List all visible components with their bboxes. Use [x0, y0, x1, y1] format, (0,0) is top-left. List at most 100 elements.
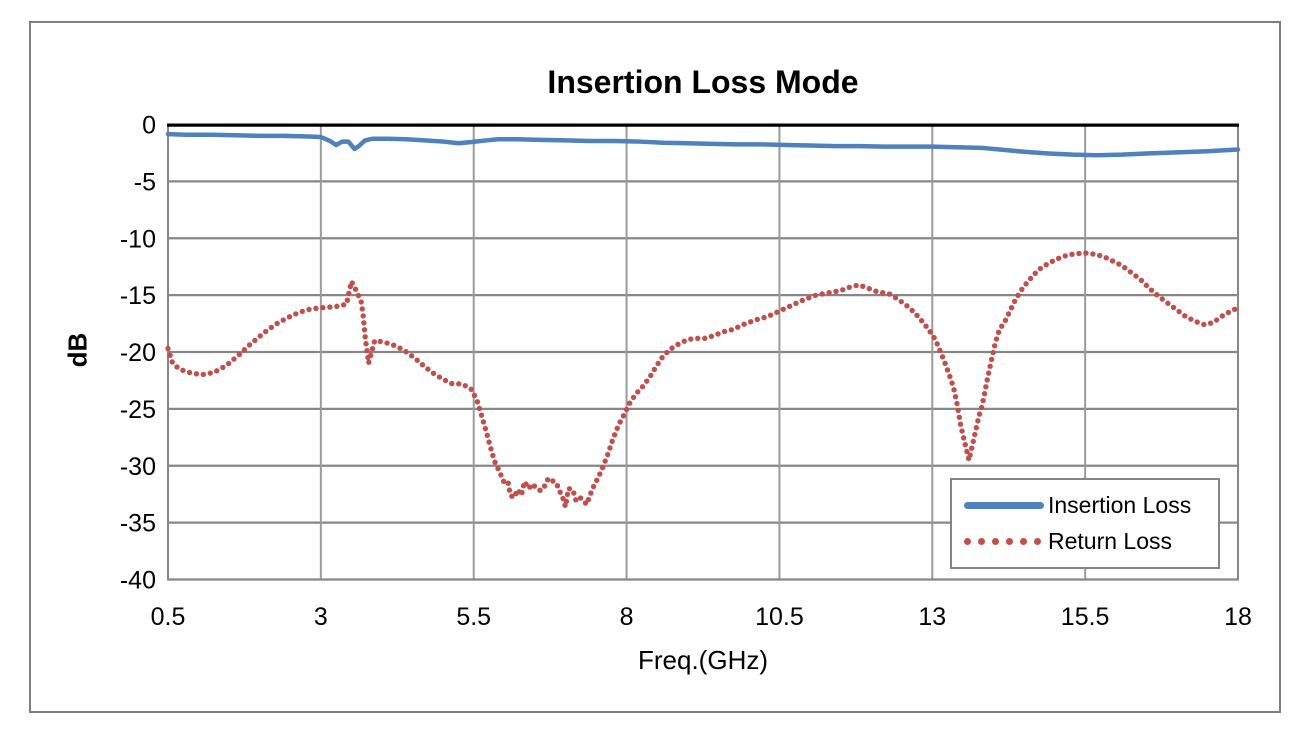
- return-loss-dot: [554, 483, 561, 489]
- insertion-loss-line-swatch: [964, 501, 1044, 509]
- return-loss-dot: [1219, 313, 1226, 319]
- return-loss-dot: [721, 328, 728, 335]
- return-loss-dot: [268, 324, 275, 331]
- return-loss-dot: [571, 490, 577, 496]
- return-loss-dot: [990, 349, 996, 356]
- y-tick-label: -30: [120, 453, 156, 481]
- return-loss-dot: [741, 321, 747, 327]
- return-loss-dot: [564, 491, 571, 498]
- return-loss-dot: [980, 397, 986, 404]
- return-loss-dot: [754, 316, 760, 323]
- return-loss-dot: [1062, 253, 1068, 259]
- return-loss-dot: [927, 329, 933, 335]
- return-loss-dot: [566, 486, 573, 492]
- return-loss-dot: [1176, 308, 1182, 315]
- return-loss-dot: [904, 303, 910, 309]
- return-loss-dot: [442, 377, 449, 384]
- y-tick-label: 0: [142, 112, 156, 140]
- return-loss-dot: [866, 286, 873, 292]
- return-loss-dot: [973, 425, 980, 431]
- return-loss-dot: [981, 391, 988, 397]
- return-loss-dot: [531, 483, 538, 489]
- x-axis-title: Freq.(GHz): [638, 645, 768, 675]
- return-loss-dot: [681, 338, 687, 344]
- return-loss-dot: [1170, 304, 1177, 311]
- return-loss-dot: [826, 290, 832, 296]
- return-loss-dot: [934, 341, 940, 347]
- legend-dot: [978, 538, 985, 546]
- return-loss-dot: [644, 378, 650, 384]
- return-loss-dot: [648, 372, 654, 379]
- return-loss-dot: [1207, 320, 1214, 326]
- return-loss-dot: [1055, 255, 1062, 262]
- return-loss-dot: [484, 432, 490, 439]
- return-loss-dot: [954, 400, 960, 407]
- return-loss-dot: [366, 359, 372, 365]
- return-loss-dot: [833, 288, 839, 295]
- return-loss-dot: [361, 320, 367, 326]
- return-loss-dot: [675, 341, 681, 348]
- return-loss-dot: [860, 283, 866, 290]
- return-loss-dot: [419, 362, 426, 368]
- return-loss-dot: [1032, 270, 1038, 276]
- return-loss-dot: [361, 327, 368, 333]
- return-loss-dot: [225, 360, 232, 367]
- return-loss-dot: [1015, 292, 1021, 299]
- return-loss-dot: [313, 305, 319, 312]
- return-loss-dot: [355, 292, 362, 299]
- return-loss-dot: [892, 295, 899, 301]
- return-loss-dot: [967, 452, 973, 458]
- return-loss-dot: [1049, 258, 1056, 265]
- x-tick-label: 0.5: [151, 603, 186, 631]
- return-loss-dot: [377, 338, 383, 345]
- return-loss-dot: [200, 371, 207, 378]
- return-loss-dot: [960, 435, 967, 441]
- return-loss-dot: [1076, 250, 1082, 257]
- return-loss-dot: [557, 489, 563, 495]
- return-loss-dot: [293, 311, 299, 317]
- return-loss-dot: [468, 386, 474, 392]
- return-loss-dot: [364, 347, 370, 354]
- return-loss-dot: [602, 458, 608, 464]
- return-loss-dot: [1019, 286, 1025, 293]
- return-loss-dot: [983, 384, 989, 390]
- return-loss-dot: [397, 345, 403, 351]
- return-loss-dot: [590, 483, 597, 490]
- return-loss-dot: [976, 411, 983, 417]
- return-loss-dot: [169, 359, 175, 365]
- return-loss-dot: [708, 333, 715, 340]
- return-loss-dot: [1165, 300, 1171, 306]
- return-loss-dot: [474, 399, 481, 405]
- return-loss-dot: [1133, 273, 1139, 279]
- return-loss-dot: [384, 340, 390, 346]
- return-loss-dot: [1027, 275, 1034, 282]
- return-loss-dot: [611, 432, 618, 438]
- return-loss-dot: [1138, 277, 1145, 284]
- return-loss-dot: [344, 297, 351, 303]
- return-loss-dot: [456, 381, 462, 387]
- return-loss-dot: [519, 489, 525, 496]
- x-tick-label: 3: [314, 603, 328, 631]
- return-loss-dot: [688, 336, 694, 342]
- return-loss-dot: [476, 405, 483, 412]
- y-tick-label: -35: [120, 510, 156, 538]
- return-loss-dot: [506, 487, 513, 493]
- y-tick-label: -25: [120, 396, 156, 424]
- return-loss-dot: [449, 380, 455, 387]
- return-loss-dot: [978, 404, 985, 411]
- return-loss-dot: [747, 319, 754, 325]
- return-loss-dot: [639, 384, 646, 390]
- return-loss-dot: [918, 318, 925, 324]
- return-loss-dot: [793, 300, 799, 307]
- return-loss-dot: [969, 445, 975, 451]
- return-loss-dot: [651, 366, 658, 373]
- return-loss-dot: [669, 345, 675, 351]
- return-loss-dot: [500, 478, 507, 485]
- return-loss-dot: [1043, 261, 1049, 268]
- return-loss-dot: [780, 306, 786, 312]
- return-loss-dot: [495, 465, 501, 472]
- return-loss-dot: [320, 305, 326, 311]
- return-loss-dot: [362, 334, 368, 340]
- return-loss-dot: [995, 329, 1002, 336]
